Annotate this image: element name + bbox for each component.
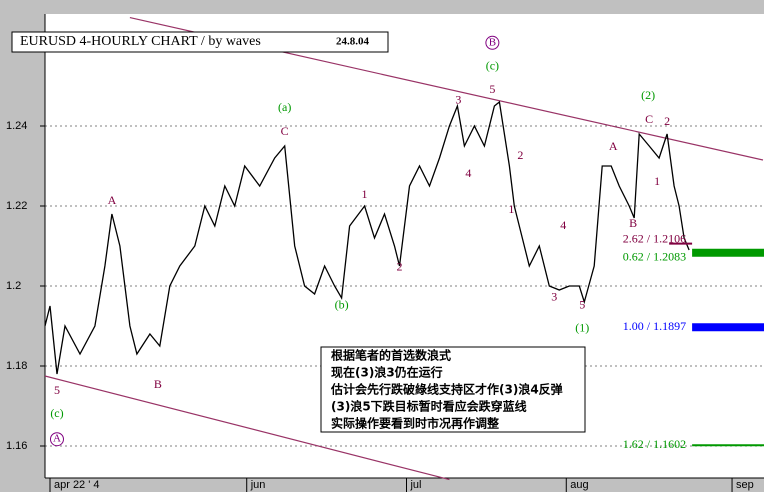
x-tick-label: apr 22 ' 4 <box>54 479 100 491</box>
x-tick-label: sep <box>736 479 754 491</box>
wave-circle <box>49 432 64 447</box>
wave-label: C <box>645 112 653 126</box>
wave-label: (c) <box>50 406 63 420</box>
note-line: 根据笔者的首选数浪式 <box>331 348 451 363</box>
chart-date: 24.8.04 <box>336 36 370 48</box>
chart-title: EURUSD 4-HOURLY CHART / by waves <box>20 34 261 49</box>
wave-label: 1 <box>508 202 514 216</box>
y-tick-label: 1.24 <box>6 120 27 132</box>
trendline <box>44 375 450 481</box>
wave-label: B <box>489 36 496 48</box>
wave-label: 4 <box>560 218 566 232</box>
wave-label: 5 <box>489 82 495 96</box>
y-tick-label: 1.18 <box>6 360 27 372</box>
wave-label: A <box>108 193 117 207</box>
wave-label: C <box>281 124 289 138</box>
wave-circle <box>485 35 500 50</box>
wave-label: A <box>609 139 618 153</box>
y-tick-label: 1.16 <box>6 440 27 452</box>
note-line: 实际操作要看到时市况再作调整 <box>331 416 499 431</box>
y-tick-label: 1.22 <box>6 200 27 212</box>
note-line: (3)浪5下跌目标暂时看应会跌穿蓝线 <box>331 399 527 414</box>
wave-label: 5 <box>579 297 585 311</box>
wave-label: A <box>53 433 61 445</box>
x-tick-label: aug <box>570 479 588 491</box>
wave-label: 2 <box>397 259 403 273</box>
x-tick-label: jul <box>409 479 421 491</box>
wave-label: 3 <box>455 93 461 107</box>
note-box <box>320 346 586 433</box>
wave-label: B <box>154 377 162 391</box>
wave-label: (a) <box>278 100 291 114</box>
level-label: 2.62 / 1.2106 <box>623 231 686 245</box>
wave-label: (c) <box>486 59 499 73</box>
wave-label: 1 <box>362 187 368 201</box>
level-label: 0.62 / 1.2083 <box>623 250 686 264</box>
note-line: 现在(3)浪3仍在运行 <box>331 365 443 380</box>
wave-label: B <box>629 216 637 230</box>
wave-label: 1 <box>654 174 660 188</box>
wave-label: 2 <box>517 148 523 162</box>
level-label: 1.62 / 1.1602 <box>623 437 686 451</box>
level-label: 1.00 / 1.1897 <box>623 319 686 333</box>
price-line <box>44 100 690 375</box>
wave-label: (1) <box>575 321 589 335</box>
wave-label: 5 <box>54 383 60 397</box>
note-line: 估计会先行跌破綠线支持区才作(3)浪4反弹 <box>330 382 563 397</box>
x-tick-label: jun <box>250 479 266 491</box>
wave-label: 2 <box>664 114 670 128</box>
y-tick-label: 1.2 <box>6 280 21 292</box>
wave-label: 4 <box>465 166 471 180</box>
wave-label: (2) <box>641 88 655 102</box>
wave-label: 3 <box>551 289 557 303</box>
wave-label: (b) <box>335 297 349 311</box>
title-box <box>11 31 389 53</box>
